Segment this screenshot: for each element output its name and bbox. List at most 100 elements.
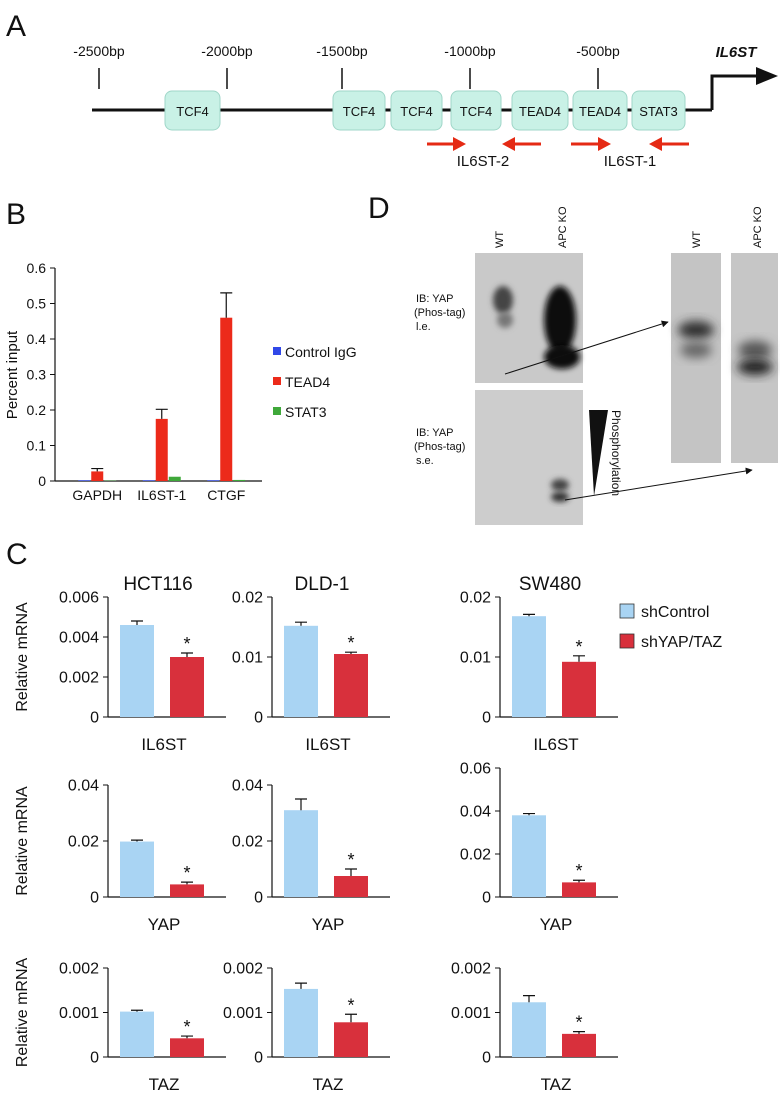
error-bar <box>295 983 307 989</box>
y-tick-label: 0.01 <box>232 650 263 667</box>
y-axis-label: Relative mRNA <box>14 786 31 896</box>
blot-method: (Phos-tag) <box>414 307 465 319</box>
error-bar <box>131 1010 143 1011</box>
legend-swatch <box>620 604 634 618</box>
tss-arrow <box>712 76 760 110</box>
y-tick-label: 0 <box>482 710 491 727</box>
bar <box>170 657 204 717</box>
cell-line-title: SW480 <box>519 574 581 595</box>
y-tick-label: 0 <box>254 710 263 727</box>
y-tick-label: 0.2 <box>27 402 47 418</box>
error-bar <box>156 409 168 419</box>
bar <box>562 882 596 897</box>
bar <box>284 989 318 1057</box>
bar <box>78 480 90 481</box>
lane-label: APC KO <box>752 206 764 248</box>
bar <box>207 480 219 481</box>
significance: * <box>183 1017 190 1037</box>
y-tick-label: 0.001 <box>59 1005 99 1022</box>
site-label: STAT3 <box>639 104 678 119</box>
gene-name: IL6ST <box>716 44 759 61</box>
y-tick-label: 0.04 <box>68 778 99 795</box>
blot-probe: IB: YAP <box>416 427 454 439</box>
y-tick-label: 0.04 <box>460 804 491 821</box>
error-bar <box>345 869 357 876</box>
bar <box>334 1022 368 1057</box>
y-tick-label: 0 <box>90 1050 99 1067</box>
y-tick-label: 0.02 <box>232 590 263 607</box>
bar <box>512 815 546 897</box>
panel-label: D <box>368 192 390 225</box>
position-label: -500bp <box>576 43 620 59</box>
y-tick-label: 0.001 <box>451 1005 491 1022</box>
y-tick-label: 0.1 <box>27 437 47 453</box>
legend-swatch <box>273 407 281 415</box>
y-tick-label: 0.001 <box>223 1005 263 1022</box>
y-tick-label: 0 <box>90 890 99 907</box>
gene-label: IL6ST <box>305 735 350 754</box>
legend-swatch <box>273 347 281 355</box>
legend-label: shControl <box>641 604 709 621</box>
blot-method: (Phos-tag) <box>414 441 465 453</box>
band <box>544 345 580 369</box>
error-bar <box>131 840 143 841</box>
y-axis-label: Relative mRNA <box>14 602 31 712</box>
band <box>551 479 569 491</box>
y-tick-label: 0.02 <box>68 834 99 851</box>
y-tick-label: 0.3 <box>27 366 47 382</box>
bar <box>512 616 546 717</box>
bar <box>120 842 154 897</box>
error-bar <box>345 1014 357 1022</box>
error-bar <box>295 799 307 810</box>
site-label: TEAD4 <box>519 104 561 119</box>
band <box>497 312 513 328</box>
y-tick-label: 0.02 <box>232 834 263 851</box>
lane-label: APC KO <box>557 206 569 248</box>
band <box>678 321 714 339</box>
band <box>551 492 569 502</box>
site-label: TCF4 <box>343 104 376 119</box>
significance: * <box>575 637 582 657</box>
position-label: -1500bp <box>316 43 368 59</box>
blot-images <box>475 253 778 525</box>
band <box>680 342 712 358</box>
significance: * <box>183 634 190 654</box>
y-tick-label: 0.006 <box>59 590 99 607</box>
y-tick-label: 0.01 <box>460 650 491 667</box>
y-tick-label: 0.02 <box>460 847 491 864</box>
significance: * <box>575 861 582 881</box>
y-tick-label: 0 <box>482 890 491 907</box>
significance: * <box>183 863 190 883</box>
significance: * <box>347 633 354 653</box>
y-tick-label: 0.04 <box>232 778 263 795</box>
y-tick-label: 0 <box>90 710 99 727</box>
significance: * <box>575 1013 582 1033</box>
gene-label: IL6ST <box>533 735 578 754</box>
bar <box>170 884 204 897</box>
bar <box>120 625 154 717</box>
legend-label: STAT3 <box>285 404 327 420</box>
y-tick-label: 0.002 <box>59 670 99 687</box>
y-tick-label: 0.004 <box>59 630 99 647</box>
bar <box>562 662 596 717</box>
position-label: -2500bp <box>73 43 125 59</box>
phospho-wedge <box>589 410 608 496</box>
gene-label: TAZ <box>541 1075 572 1094</box>
band <box>544 286 576 354</box>
bar <box>143 480 155 481</box>
y-axis-label: Relative mRNA <box>14 957 31 1067</box>
lane-label: WT <box>691 231 703 248</box>
site-label: TCF4 <box>400 104 433 119</box>
blot-probe: IB: YAP <box>416 293 454 305</box>
legend-label: Control IgG <box>285 344 357 360</box>
legend-swatch <box>273 377 281 385</box>
x-tick-label: IL6ST-1 <box>137 487 186 503</box>
gene-label: TAZ <box>313 1075 344 1094</box>
panel-label: C <box>6 538 28 571</box>
tss-arrowhead <box>756 67 778 85</box>
y-tick-label: 0 <box>482 1050 491 1067</box>
blot-exposure: l.e. <box>416 321 431 333</box>
site-label: TCF4 <box>460 104 493 119</box>
gene-label: IL6ST <box>141 735 186 754</box>
